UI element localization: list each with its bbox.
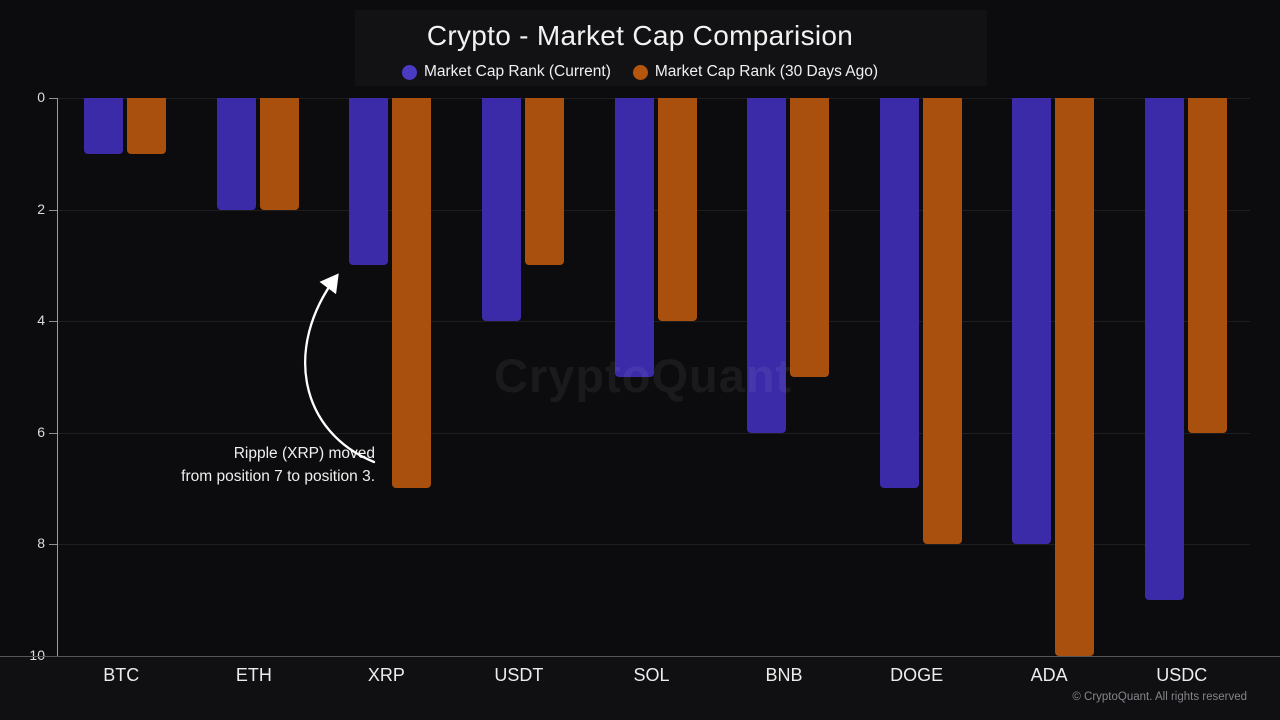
xrp-annotation-line2: from position 7 to position 3. — [181, 468, 375, 485]
gridline-6 — [57, 432, 1250, 434]
x-label-ETH: ETH — [235, 665, 272, 685]
x-label-BTC: BTC — [103, 665, 140, 685]
y-tick-label-0: 0 — [37, 89, 45, 105]
y-tick-mark-2 — [49, 209, 57, 211]
bar-30d-SOL — [657, 98, 697, 321]
bar-30d-BTC — [127, 98, 167, 154]
x-label-DOGE: DOGE — [890, 665, 944, 685]
bar-30d-USDC — [1187, 98, 1227, 433]
bar-30d-USDT — [524, 98, 564, 266]
chart-title: Crypto - Market Cap Comparision — [426, 20, 854, 51]
xrp-annotation-line1: Ripple (XRP) moved — [233, 445, 375, 462]
x-axis-line — [0, 655, 1280, 657]
x-label-XRP: XRP — [367, 665, 405, 685]
legend-dot-30d-icon — [632, 64, 648, 80]
y-tick-mark-4 — [49, 321, 57, 322]
bar-30d-DOGE — [922, 98, 962, 544]
bar-30d-XRP — [392, 98, 432, 489]
gridline-0 — [57, 98, 1250, 99]
y-tick-label-6: 6 — [37, 423, 45, 440]
y-tick-label-8: 8 — [37, 535, 45, 551]
gridline-2 — [57, 209, 1250, 211]
y-tick-label-2: 2 — [37, 200, 45, 217]
y-tick-label-10: 10 — [29, 646, 45, 663]
bar-current-ADA — [1012, 98, 1052, 544]
y-tick-label-4: 4 — [37, 312, 45, 328]
legend: Market Cap Rank (Current) Market Cap Ran… — [0, 61, 1280, 83]
x-label-USDC: USDC — [1156, 665, 1208, 685]
legend-label-current: Market Cap Rank (Current) — [423, 63, 611, 80]
bar-30d-ETH — [259, 98, 299, 210]
x-label-ADA: ADA — [1030, 665, 1068, 685]
x-label-USDT: USDT — [494, 665, 544, 685]
legend-label-30d: Market Cap Rank (30 Days Ago) — [654, 63, 879, 80]
x-label-SOL: SOL — [633, 665, 670, 685]
y-axis-line — [57, 98, 58, 656]
bar-current-USDC — [1144, 98, 1184, 600]
bar-current-ETH — [216, 98, 256, 210]
bar-30d-ADA — [1055, 98, 1095, 656]
copyright-footer: © CryptoQuant. All rights reserved — [1072, 691, 1247, 703]
gridline-4 — [57, 321, 1250, 322]
y-tick-mark-8 — [49, 544, 57, 545]
y-tick-mark-6 — [49, 432, 57, 434]
bar-current-SOL — [614, 98, 654, 377]
bar-current-DOGE — [879, 98, 919, 489]
legend-item-current: Market Cap Rank (Current) — [401, 63, 611, 81]
y-tick-mark-0 — [49, 98, 57, 99]
gridline-8 — [57, 544, 1250, 545]
x-label-BNB: BNB — [765, 665, 803, 685]
bar-current-XRP — [349, 98, 389, 266]
bar-current-BTC — [84, 98, 124, 154]
legend-dot-current-icon — [401, 64, 417, 80]
watermark: CryptoQuant — [494, 349, 793, 402]
legend-item-30d: Market Cap Rank (30 Days Ago) — [632, 63, 879, 81]
bar-30d-BNB — [790, 98, 830, 377]
bar-current-USDT — [481, 98, 521, 321]
bar-current-BNB — [747, 98, 787, 433]
xrp-annotation: Ripple (XRP) moved from position 7 to po… — [181, 442, 375, 488]
